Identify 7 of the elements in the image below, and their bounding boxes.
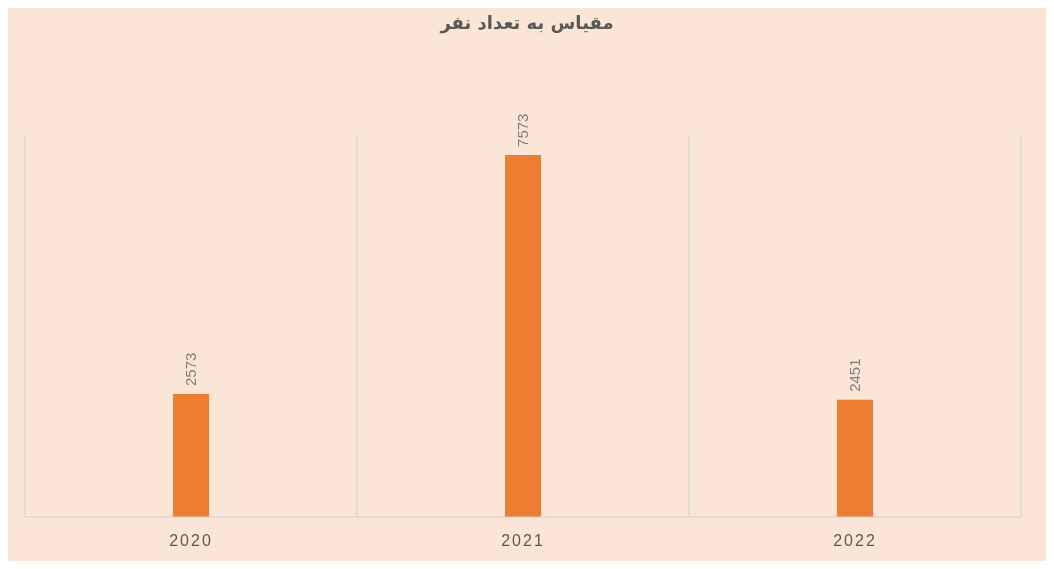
data-label: 7573 [514, 113, 532, 147]
x-tick-label: 2020 [169, 532, 213, 550]
x-tick-label: 2022 [833, 532, 877, 550]
x-tick-label: 2021 [501, 532, 545, 550]
chart-title: مقیاس به تعداد نفر [438, 11, 615, 36]
data-label: 2573 [182, 352, 200, 386]
data-label: 2451 [846, 358, 864, 392]
